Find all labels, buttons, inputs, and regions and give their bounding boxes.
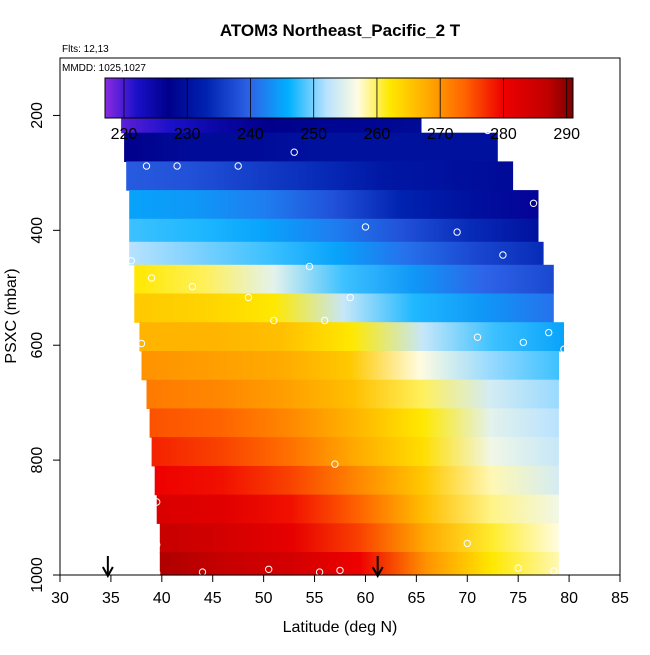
arrow-head <box>371 566 384 579</box>
data-point <box>127 257 136 265</box>
data-point <box>560 345 568 353</box>
colorbar-tick-label: 270 <box>427 126 454 143</box>
heatmap-band <box>129 241 544 266</box>
heatmap-band <box>129 218 539 243</box>
data-point <box>244 293 253 302</box>
heatmap-band <box>154 465 559 496</box>
data-point <box>463 539 471 548</box>
data-point <box>188 282 197 291</box>
colorbar-tick-label: 250 <box>300 126 327 143</box>
data-point <box>234 162 242 170</box>
x-tick-label: 80 <box>560 590 578 607</box>
data-point <box>147 274 156 282</box>
heatmap-band <box>126 161 514 191</box>
y-tick-label: 1000 <box>29 557 46 593</box>
data-point <box>529 199 538 208</box>
data-point <box>473 333 482 341</box>
chart-title: ATOM3 Northeast_Pacific_2 T <box>220 21 461 40</box>
data-point <box>336 566 344 575</box>
heatmap-band <box>156 494 559 524</box>
colorbar-tick-label: 260 <box>364 126 391 143</box>
data-point <box>519 338 527 347</box>
flights-note: Flts: 12,13 <box>62 44 109 55</box>
heatmap-band <box>146 379 559 409</box>
data-point <box>153 498 161 506</box>
x-tick-label: 75 <box>509 590 527 607</box>
data-point <box>550 567 558 575</box>
x-tick-label: 70 <box>458 590 476 607</box>
data-point <box>453 228 461 236</box>
x-tick-label: 30 <box>51 590 69 607</box>
heatmap-band <box>129 190 539 220</box>
dates-note: MMDD: 1025,1027 <box>62 63 146 74</box>
colorbar-tick-label: 290 <box>553 126 580 143</box>
x-tick-label: 85 <box>611 590 629 607</box>
x-axis-label: Latitude (deg N) <box>283 619 398 636</box>
data-point <box>361 223 370 231</box>
colorbar: 220 230 240 250 260 270 280 290 <box>104 77 580 143</box>
x-tick-label: 65 <box>407 590 425 607</box>
y-tick-label: 600 <box>29 332 46 359</box>
data-point <box>545 328 553 337</box>
heatmap-band <box>149 408 559 438</box>
data-point <box>305 262 314 271</box>
data-point <box>499 251 507 259</box>
data-point <box>483 126 492 135</box>
x-tick-label: 40 <box>153 590 171 607</box>
heatmap-band <box>151 437 559 467</box>
x-tick-label: 45 <box>204 590 222 607</box>
data-point <box>321 316 329 325</box>
y-axis-label: PSXC (mbar) <box>3 268 20 363</box>
data-point <box>265 565 273 573</box>
colorbar-gradient <box>104 77 574 119</box>
data-point <box>331 460 339 468</box>
x-tick-label: 50 <box>255 590 273 607</box>
y-tick-label: 800 <box>29 447 46 474</box>
heatmap-band <box>134 264 554 295</box>
data-point <box>137 339 146 348</box>
heatmap-band <box>139 322 564 352</box>
data-point <box>173 162 181 170</box>
x-tick-label: 55 <box>306 590 324 607</box>
plot-area <box>101 102 568 579</box>
data-point <box>514 564 522 572</box>
x-tick-label: 60 <box>357 590 375 607</box>
data-point <box>270 316 278 325</box>
colorbar-tick-label: 240 <box>237 126 264 143</box>
data-point <box>142 162 151 170</box>
data-point <box>153 569 161 577</box>
data-point <box>290 148 298 156</box>
axes: 30 35 40 45 50 55 60 65 70 75 80 85 200 400 600 800 1000 <box>29 102 629 607</box>
heatmap-band <box>124 132 498 162</box>
colorbar-tick-label: 230 <box>174 126 201 143</box>
y-tick-label: 200 <box>29 102 46 129</box>
arrow-head <box>101 566 114 579</box>
heatmap-band <box>159 523 559 553</box>
heatmap-band <box>134 293 554 323</box>
data-point <box>346 293 354 302</box>
y-tick-label: 400 <box>29 217 46 244</box>
x-tick-label: 35 <box>102 590 120 607</box>
colorbar-tick-label: 220 <box>111 126 138 143</box>
colorbar-tick-label: 280 <box>490 126 517 143</box>
heatmap-band <box>159 552 559 576</box>
heatmap-band <box>141 351 559 381</box>
data-point <box>153 540 161 549</box>
